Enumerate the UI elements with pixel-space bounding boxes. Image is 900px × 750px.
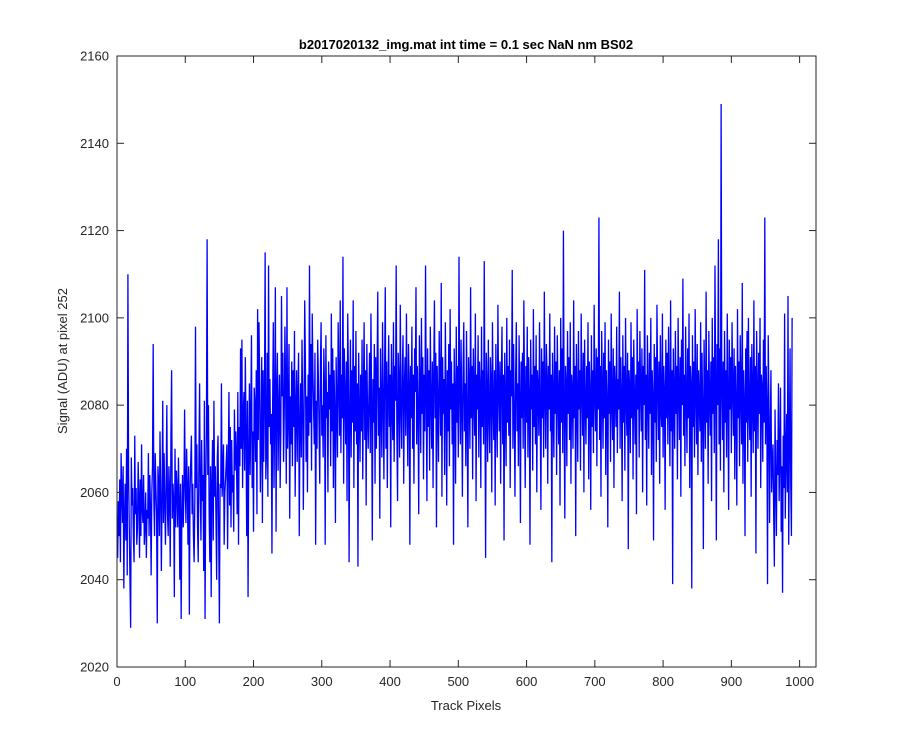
y-tick-label: 2140: [80, 136, 109, 151]
x-tick-label: 0: [113, 674, 120, 689]
y-tick-label: 2020: [80, 660, 109, 675]
chart-title: b2017020132_img.mat int time = 0.1 sec N…: [299, 37, 633, 52]
series-line-1: [117, 104, 793, 628]
x-tick-label: 900: [721, 674, 743, 689]
y-tick-label: 2100: [80, 310, 109, 325]
y-tick-label: 2120: [80, 223, 109, 238]
x-tick-label: 300: [311, 674, 333, 689]
x-axis-label: Track Pixels: [431, 698, 502, 713]
x-tick-label: 700: [584, 674, 606, 689]
x-tick-label: 1000: [785, 674, 814, 689]
y-tick-label: 2160: [80, 49, 109, 64]
x-tick-label: 200: [243, 674, 265, 689]
x-tick-label: 500: [447, 674, 469, 689]
x-tick-label: 400: [379, 674, 401, 689]
axes-box: [116, 55, 817, 668]
x-tick-label: 100: [174, 674, 196, 689]
y-axis-label: Signal (ADU) at pixel 252: [55, 288, 70, 434]
y-tick-label: 2060: [80, 485, 109, 500]
x-tick-label: 600: [516, 674, 538, 689]
y-tick-label: 2080: [80, 398, 109, 413]
x-tick-label: 800: [652, 674, 674, 689]
series-layer: [117, 104, 793, 628]
y-tick-label: 2040: [80, 572, 109, 587]
ticks-layer: 0 100 200 300 400 500 600 700 800 900 1000 2020 2040…: [80, 49, 816, 689]
